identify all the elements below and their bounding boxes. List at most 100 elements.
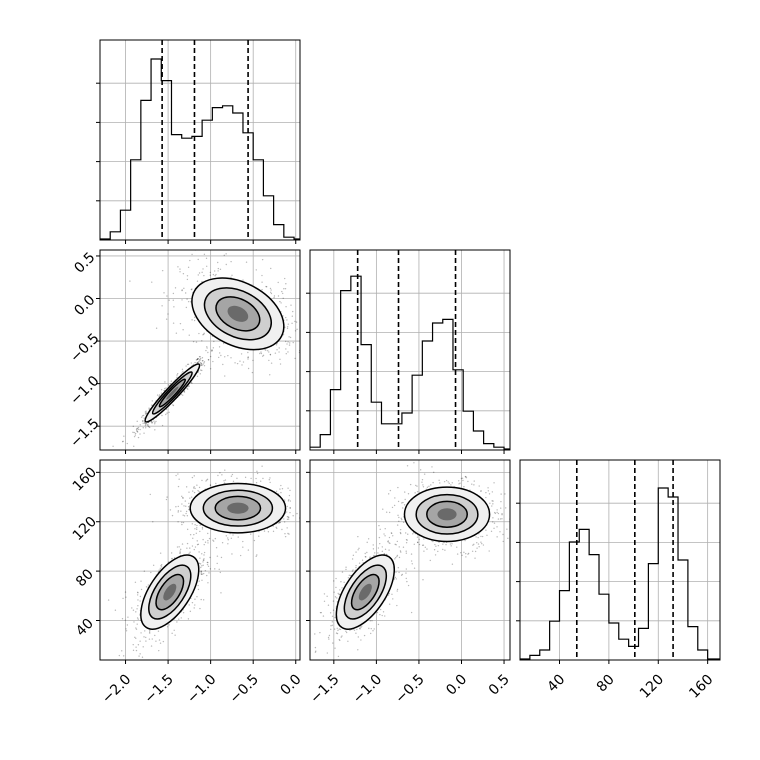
- sample-point: [223, 254, 225, 257]
- density-contour: [148, 564, 192, 620]
- sample-point: [107, 599, 110, 601]
- sample-point: [203, 554, 205, 556]
- sample-point: [286, 319, 288, 321]
- sample-point: [188, 552, 190, 555]
- sample-point: [286, 527, 288, 529]
- sample-point: [142, 420, 144, 423]
- sample-point: [230, 260, 232, 263]
- sample-point: [196, 484, 198, 486]
- sample-point: [186, 515, 189, 517]
- sample-point: [136, 427, 138, 430]
- sample-point: [282, 297, 284, 300]
- sample-point: [142, 427, 144, 429]
- sample-point: [197, 358, 199, 360]
- sample-point: [209, 274, 211, 276]
- sample-point: [480, 490, 482, 493]
- sample-point: [450, 545, 452, 547]
- sample-point: [118, 654, 121, 657]
- sample-point: [492, 500, 494, 502]
- histogram-p2: [520, 487, 720, 660]
- sample-point: [406, 465, 409, 467]
- sample-point: [345, 568, 347, 571]
- sample-point: [334, 596, 337, 598]
- sample-point: [261, 274, 263, 277]
- sample-point: [158, 569, 160, 571]
- sample-point: [201, 528, 204, 530]
- sample-point: [131, 607, 133, 609]
- sample-point: [320, 611, 322, 614]
- sample-point: [388, 511, 391, 514]
- sample-point: [332, 609, 335, 611]
- sample-point: [384, 548, 387, 551]
- sample-point: [277, 281, 279, 284]
- sample-point: [165, 318, 168, 320]
- sample-point: [262, 477, 264, 480]
- sample-point: [392, 535, 394, 537]
- sample-point: [423, 550, 425, 552]
- sample-point: [203, 551, 206, 554]
- sample-point: [289, 507, 291, 509]
- sample-point: [402, 501, 404, 504]
- sample-point: [252, 359, 254, 362]
- sample-point: [401, 502, 403, 504]
- sample-point: [458, 480, 460, 482]
- sample-point: [465, 476, 468, 479]
- sample-point: [319, 611, 322, 614]
- sample-point: [201, 573, 203, 575]
- sample-point: [203, 332, 205, 335]
- sample-point: [272, 530, 275, 533]
- sample-point: [361, 625, 363, 627]
- sample-point: [256, 472, 259, 475]
- sample-point: [406, 580, 408, 583]
- sample-point: [442, 543, 444, 545]
- sample-point: [415, 484, 417, 487]
- sample-point: [182, 612, 185, 614]
- sample-point: [289, 511, 291, 514]
- sample-point: [132, 609, 135, 611]
- sample-point: [173, 629, 175, 631]
- sample-point: [396, 540, 399, 543]
- sample-point: [183, 287, 185, 290]
- sample-point: [213, 270, 216, 272]
- sample-point: [330, 625, 332, 627]
- joint-frame: [99, 249, 301, 451]
- sample-point: [478, 485, 480, 487]
- sample-point: [198, 332, 200, 335]
- sample-point: [388, 603, 391, 605]
- sample-point: [144, 427, 147, 429]
- sample-point: [207, 359, 210, 361]
- sample-point: [370, 627, 372, 630]
- sample-point: [145, 423, 147, 425]
- sample-point: [191, 319, 193, 321]
- sample-point: [181, 289, 183, 292]
- sample-point: [295, 321, 298, 323]
- sample-point: [285, 511, 288, 513]
- sample-point: [140, 588, 143, 591]
- sample-point: [201, 553, 203, 555]
- sample-point: [189, 259, 191, 262]
- sample-point: [438, 479, 440, 482]
- sample-point: [263, 530, 266, 532]
- sample-point: [181, 521, 183, 524]
- sample-point: [239, 554, 242, 557]
- sample-point: [493, 482, 495, 484]
- sample-point: [145, 422, 148, 425]
- sample-point: [191, 476, 194, 479]
- sample-point: [211, 349, 213, 351]
- sample-point: [279, 358, 281, 361]
- sample-point: [500, 500, 502, 503]
- sample-point: [465, 476, 467, 478]
- sample-point: [179, 548, 182, 551]
- sample-point: [474, 550, 477, 553]
- sample-point: [278, 347, 280, 349]
- sample-point: [341, 587, 343, 589]
- sample-point: [202, 334, 204, 336]
- sample-point: [365, 556, 367, 558]
- sample-point: [474, 557, 476, 559]
- sample-point: [214, 537, 217, 540]
- sample-point: [175, 474, 177, 477]
- sample-point: [141, 656, 144, 658]
- sample-point: [270, 292, 273, 295]
- sample-point: [196, 540, 198, 542]
